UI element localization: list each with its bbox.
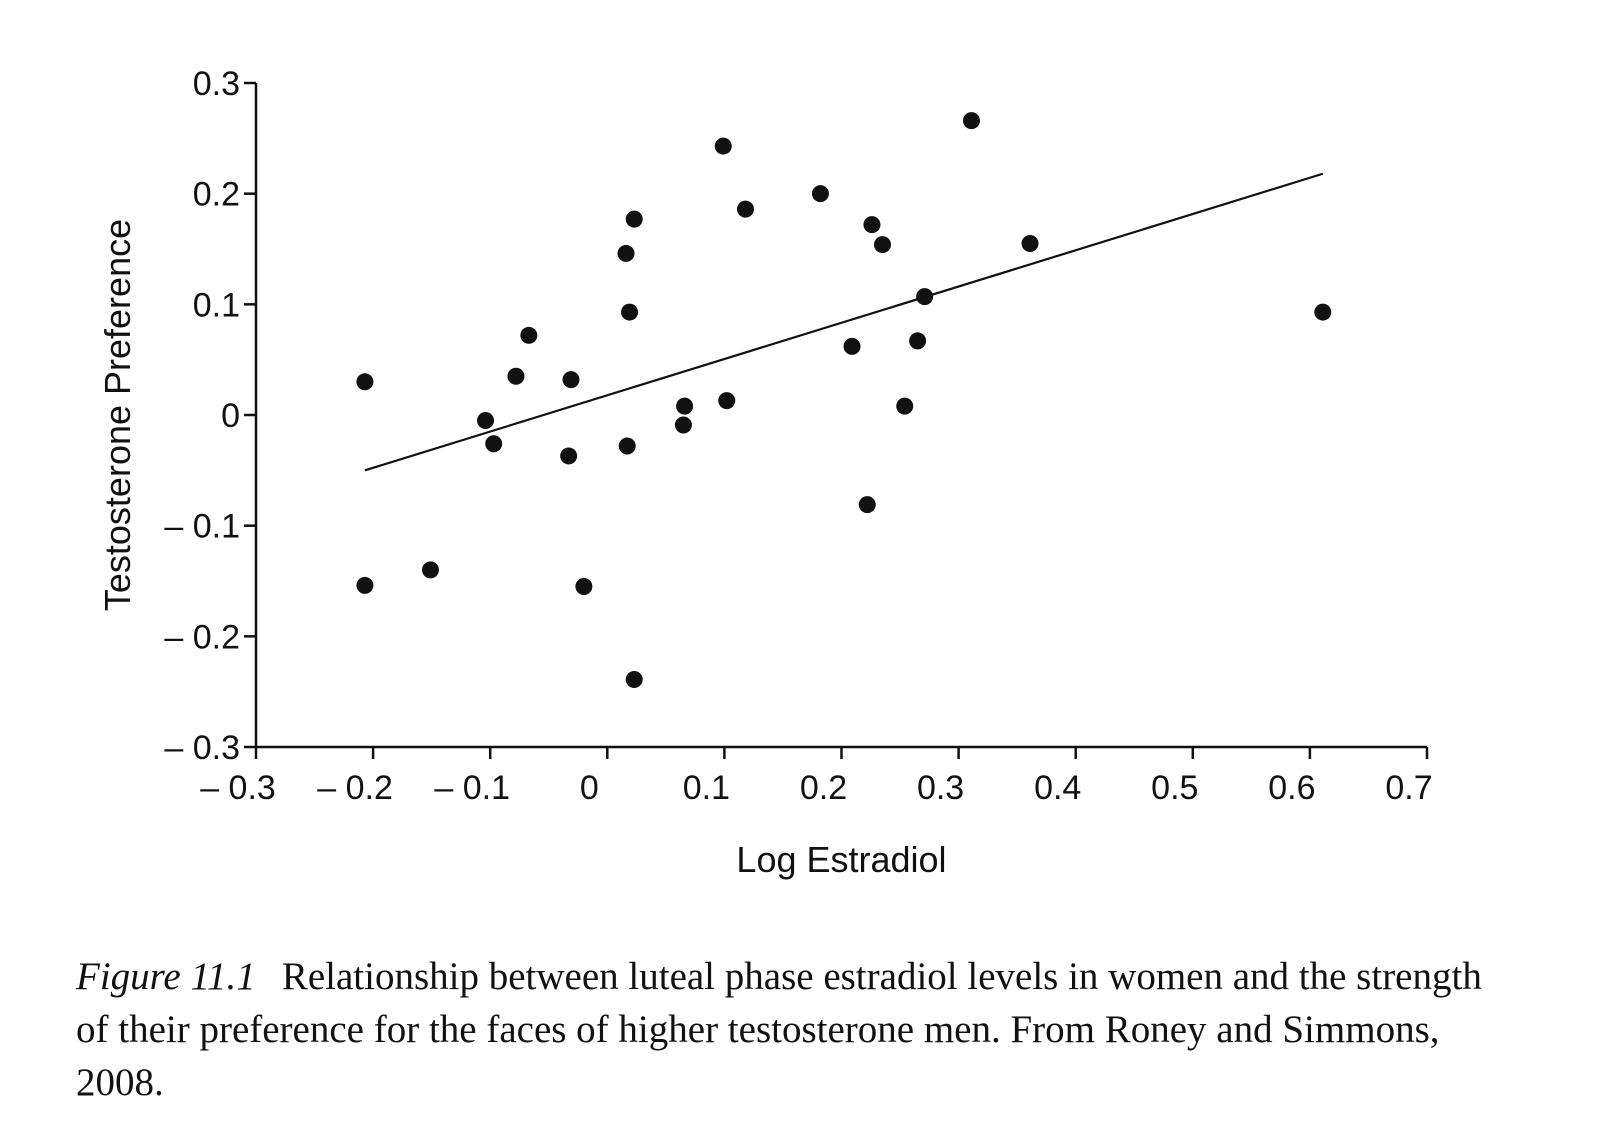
data-point (736, 200, 754, 218)
data-point (962, 112, 980, 130)
y-axis-ticks: 0.3 0.2 0.1 0 – 0.1 – 0.2 – 0.3 (164, 65, 256, 767)
data-point (356, 373, 374, 391)
x-tick-label: – 0.1 (434, 769, 510, 807)
data-point (676, 397, 694, 415)
y-tick-label: 0.2 (193, 176, 240, 214)
x-tick-label: 0 (580, 769, 599, 807)
x-axis-ticks: – 0.3 – 0.2 – 0.1 0 0.1 0.2 0.3 0.4 0.5 0.6 0.7 (200, 747, 1433, 807)
data-point (507, 367, 525, 385)
data-point (575, 578, 593, 596)
trend-line (364, 172, 1324, 472)
figure-label: Figure 11.1 (76, 955, 256, 998)
data-point (356, 576, 374, 594)
x-tick-label: 0.1 (683, 769, 730, 807)
y-tick-label: 0.1 (193, 286, 240, 324)
y-axis-title: Testosterone Preference (97, 219, 138, 611)
data-point (863, 216, 881, 234)
data-point (485, 435, 503, 453)
x-axis-title: Log Estradiol (736, 839, 946, 880)
data-point (873, 236, 891, 254)
data-point (621, 303, 639, 321)
x-tick-label: 0.7 (1385, 769, 1432, 807)
y-tick-label: – 0.1 (164, 508, 240, 546)
x-tick-label: 0.3 (917, 769, 964, 807)
data-point (858, 496, 876, 514)
data-point (896, 397, 914, 415)
data-point (916, 288, 934, 306)
y-tick-label: – 0.3 (164, 729, 240, 767)
data-point (718, 392, 736, 410)
data-point (843, 337, 861, 355)
y-tick-label: 0.3 (193, 65, 240, 103)
x-tick-label: 0.2 (800, 769, 847, 807)
data-point (560, 447, 578, 465)
data-point (625, 210, 643, 228)
data-point (1314, 303, 1332, 321)
data-point (562, 371, 580, 389)
data-point (1021, 234, 1039, 252)
x-tick-label: 0.6 (1268, 769, 1315, 807)
data-point (618, 437, 636, 455)
y-tick-label: 0 (221, 397, 240, 435)
data-point (477, 412, 495, 430)
data-point (617, 244, 635, 262)
scatter-chart: 0.30.20.10– 0.1– 0.2– 0.3 – 0.3– 0.2– 0.… (97, 65, 1433, 880)
y-tick-label: – 0.2 (164, 618, 240, 656)
x-tick-label: – 0.2 (317, 769, 393, 807)
x-tick-label: 0.4 (1034, 769, 1081, 807)
x-tick-label: 0.5 (1151, 769, 1198, 807)
data-point (421, 561, 439, 579)
figure-caption: Figure 11.1 Relationship between luteal p… (76, 950, 1516, 1109)
data-point (625, 670, 643, 688)
data-point (714, 137, 732, 155)
data-point (909, 332, 927, 350)
data-points (356, 112, 1332, 688)
data-point (811, 185, 829, 203)
data-point (520, 326, 538, 344)
x-tick-label: – 0.3 (200, 769, 276, 807)
data-point (674, 416, 692, 434)
figure-caption-text: Relationship between luteal phase estrad… (76, 955, 1482, 1104)
